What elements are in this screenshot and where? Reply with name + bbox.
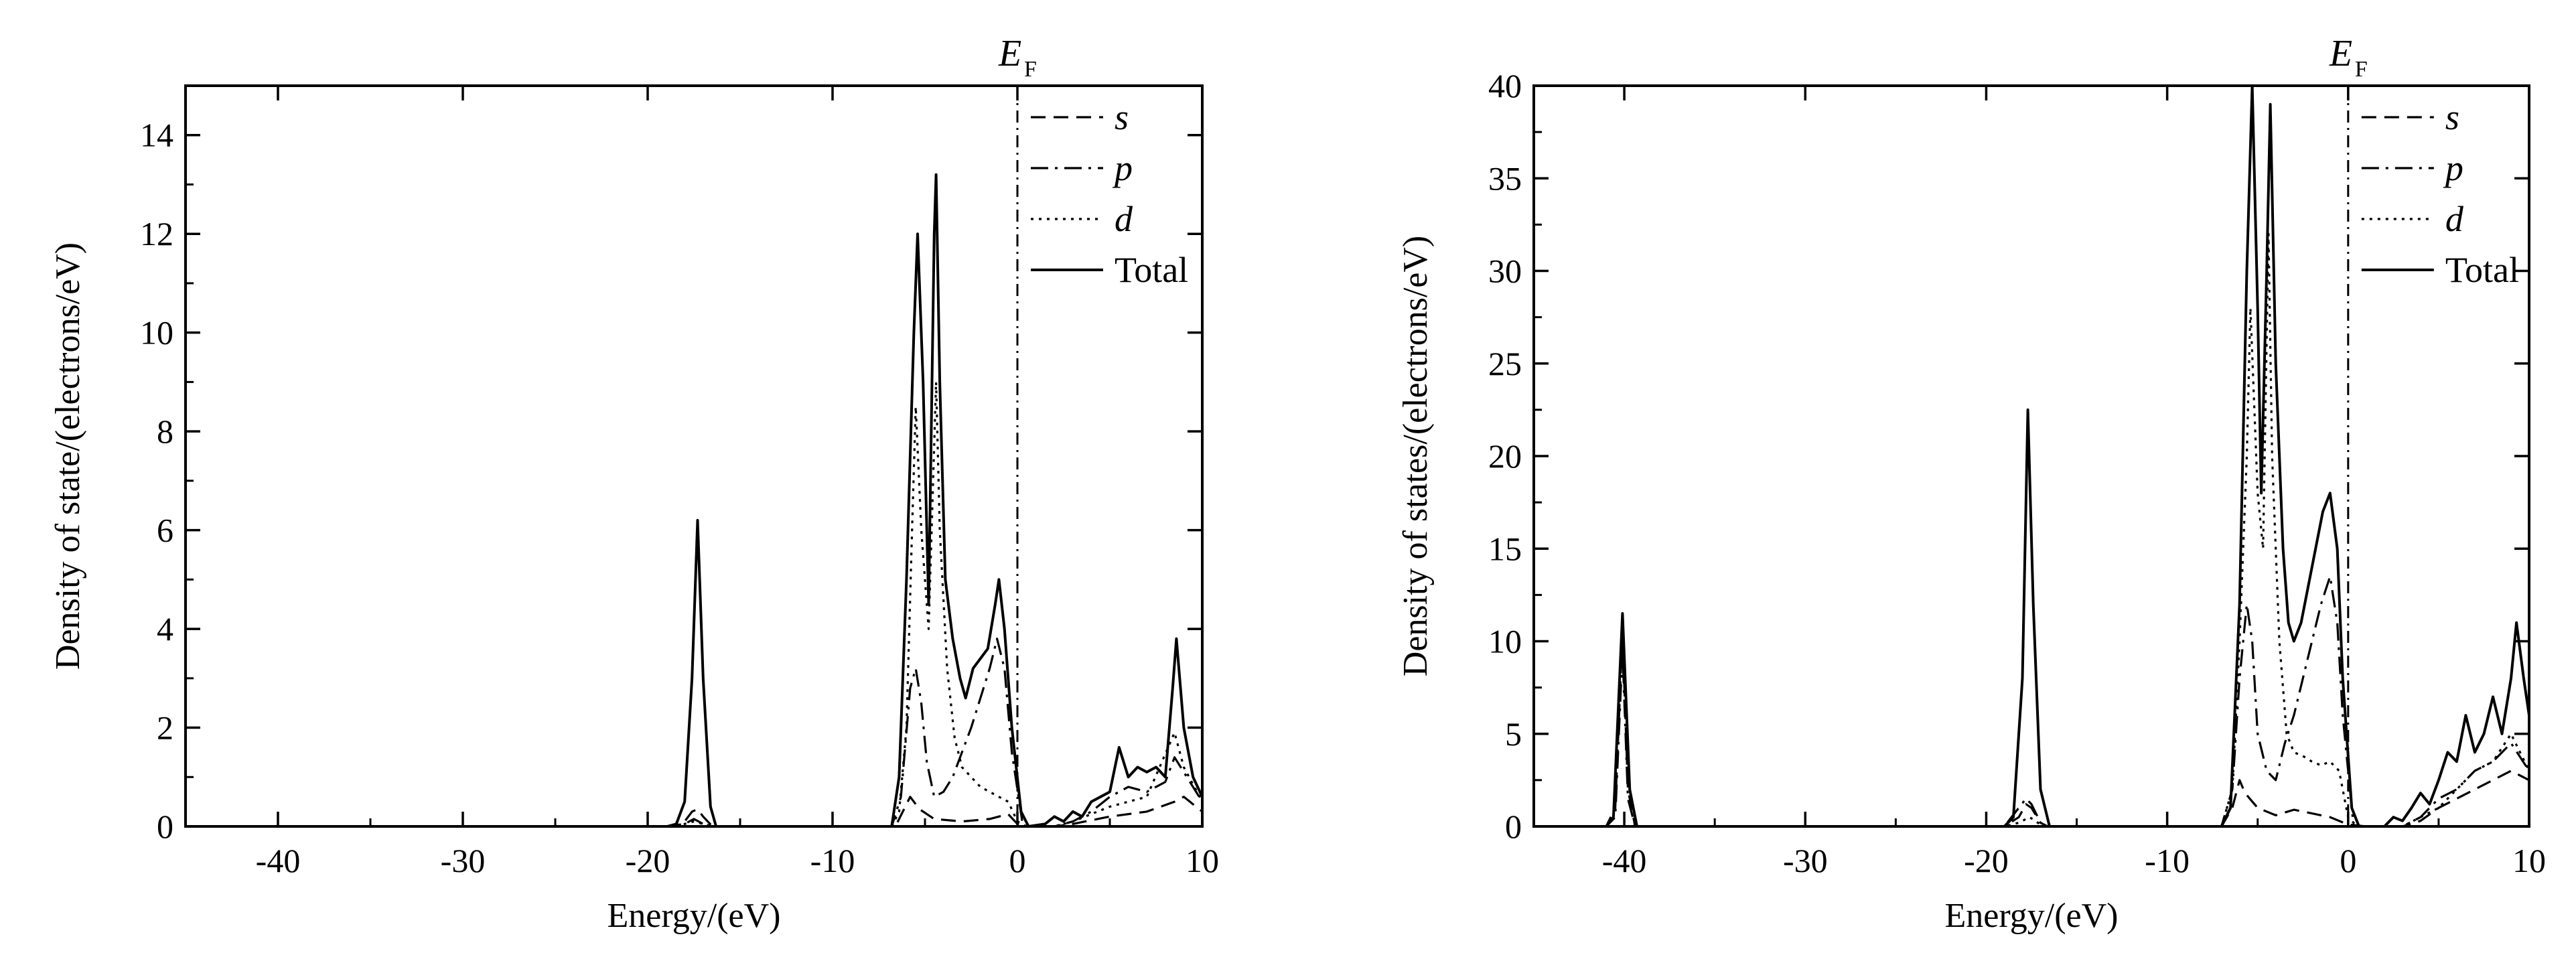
fermi-level-label: E (2329, 33, 2352, 74)
y-tick-label: 4 (157, 610, 173, 648)
legend-label-total: Total (2445, 250, 2519, 290)
y-tick-label: 20 (1488, 437, 1522, 475)
series-line-p (186, 638, 1204, 828)
series-line-s (1534, 631, 2530, 828)
plot-frame (184, 84, 1204, 828)
legend-label-total: Total (1115, 250, 1188, 290)
fermi-level-label-subscript: F (1024, 57, 1037, 82)
y-tick-label: 15 (1488, 530, 1522, 567)
fermi-level-label-subscript: F (2355, 57, 2368, 82)
y-tick-label: 40 (1488, 67, 1522, 104)
y-axis-title: Density of states/(electrons/eV) (1397, 236, 1435, 676)
x-tick-label: -10 (2145, 842, 2190, 879)
y-tick-label: 0 (1505, 808, 1522, 845)
y-tick-label: 14 (140, 117, 173, 154)
y-axis-title: Density of state/(electrons/eV) (49, 242, 87, 670)
y-tick-label: 2 (157, 709, 173, 747)
y-tick-label: 0 (157, 808, 173, 845)
x-tick-label: -20 (626, 842, 670, 879)
y-tick-label: 5 (1505, 715, 1522, 753)
y-tick-label: 30 (1488, 252, 1522, 290)
series-line-total (186, 173, 1204, 828)
legend-label-d: d (1115, 199, 1133, 239)
dos-chart-left: -40 -30 -20 -10 0 10 0 2 4 6 8 10 12 14 Energy/(eV) Den… (49, 33, 1219, 935)
x-tick-label: -40 (256, 842, 301, 879)
x-tick-label: -30 (1783, 842, 1828, 879)
series-line-s (186, 796, 1204, 828)
x-tick-label: 10 (2512, 842, 2546, 879)
x-tick-label: -40 (1602, 842, 1647, 879)
series-line-total (1534, 84, 2530, 828)
x-axis-title: Energy/(eV) (1945, 897, 2119, 935)
y-tick-label: 10 (140, 314, 173, 352)
x-axis-title: Energy/(eV) (607, 897, 781, 935)
legend-label-d: d (2445, 199, 2464, 239)
x-tick-label: 0 (1009, 842, 1026, 879)
y-tick-label: 12 (140, 215, 173, 252)
fermi-level-label: E (998, 33, 1021, 74)
y-tick-label: 25 (1488, 345, 1522, 382)
x-tick-label: -20 (1964, 842, 2009, 879)
x-tick-label: -30 (441, 842, 486, 879)
plot-frame (1532, 84, 2530, 828)
y-tick-label: 8 (157, 413, 173, 450)
y-tick-label: 6 (157, 512, 173, 549)
x-tick-label: 0 (2340, 842, 2356, 879)
legend-label-p: p (1112, 148, 1133, 188)
legend-label-p: p (2443, 148, 2463, 188)
x-tick-label: 10 (1186, 842, 1219, 879)
dos-chart-right: -40 -30 -20 -10 0 10 0 5 10 15 20 25 30 35 40 Energy/(e… (1397, 33, 2546, 935)
series-line-p (1534, 575, 2530, 828)
y-tick-label: 10 (1488, 623, 1522, 660)
x-tick-label: -10 (810, 842, 855, 879)
legend-label-s: s (2445, 97, 2459, 137)
legend-label-s: s (1115, 97, 1129, 137)
y-tick-label: 35 (1488, 159, 1522, 197)
